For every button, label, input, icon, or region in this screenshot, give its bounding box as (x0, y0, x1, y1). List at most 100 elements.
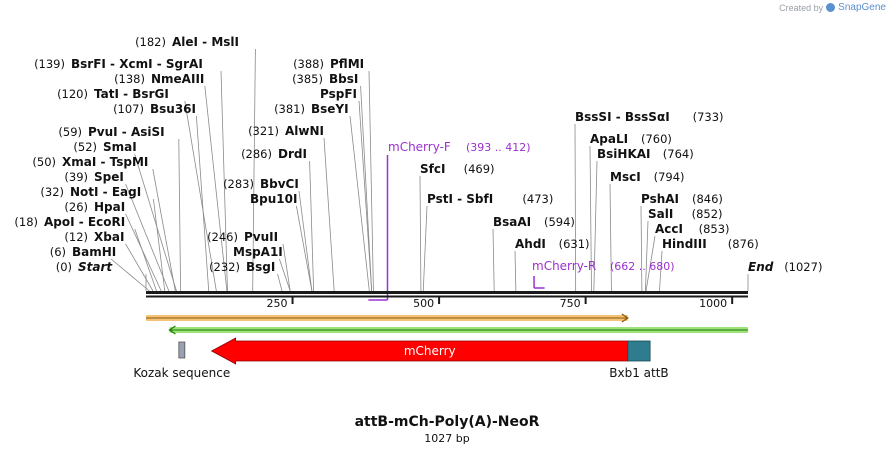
enzyme-position: (794) (654, 170, 685, 184)
enzyme-name: PvuI - AsiSI (88, 125, 165, 139)
enzyme-name: MscI (610, 170, 641, 184)
enzyme-site: (12) XbaI (64, 230, 124, 244)
enzyme-name: AlwNI (285, 124, 324, 138)
orf (168, 325, 749, 335)
cut-line (368, 70, 374, 292)
enzyme-name: NmeAIII (151, 72, 204, 86)
enzyme-position: (232) (209, 260, 240, 274)
cut-line (659, 250, 663, 292)
enzyme-position: (50) (32, 155, 56, 169)
primer-range: (662 .. 680) (610, 260, 675, 273)
feature-label: Kozak sequence (133, 366, 230, 380)
primer: mCherry-F (393 .. 412) (368, 140, 531, 301)
enzyme-site: (52) SmaI (73, 140, 136, 154)
enzyme-name: AleI - MslI (172, 35, 239, 49)
enzyme-site: (39) SpeI (64, 170, 123, 184)
enzyme-position: (138) (114, 72, 145, 86)
kozak-box (178, 341, 186, 359)
enzyme-name: BbsI (329, 72, 358, 86)
enzyme-position: (139) (34, 57, 65, 71)
enzyme-name: End (748, 260, 774, 274)
enzyme-site: (381) BseYI (274, 102, 349, 116)
enzyme-position: (388) (293, 57, 324, 71)
cut-line (184, 100, 217, 292)
enzyme-position: (321) (248, 124, 279, 138)
enzyme-name: HpaI (94, 200, 125, 214)
cut-line (204, 85, 228, 292)
enzyme-name: AccI (655, 222, 683, 236)
enzyme-name: BsgI (246, 260, 275, 274)
enzyme-position: (381) (274, 102, 305, 116)
enzyme-site: End (1027) (748, 260, 822, 274)
enzyme-name: Bsu36I (150, 102, 196, 116)
enzyme-position: (39) (64, 170, 88, 184)
enzyme-site: (120) TatI - BsrGI (57, 87, 169, 101)
feature: Kozak sequence (133, 341, 230, 380)
enzyme-name: Bpu10I (250, 192, 297, 206)
cut-line (609, 183, 612, 292)
enzyme-name: BsiHKAI (597, 147, 651, 161)
enzyme-site: (18) ApoI - EcoRI (14, 215, 125, 229)
credit-brand: SnapGene (838, 2, 886, 13)
enzyme-position: (246) (207, 230, 238, 244)
enzyme-site: (321) AlwNI (248, 124, 324, 138)
feature-label: Bxb1 attB (609, 366, 668, 380)
enzyme-position: (846) (692, 192, 723, 206)
enzyme-site: (139) BsrFI - XcmI - SgrAI (34, 57, 203, 71)
cut-line (360, 85, 373, 292)
enzyme-site: (6) BamHI (50, 245, 117, 259)
cut-line (589, 145, 592, 292)
enzyme-name: BbvCI (260, 177, 299, 191)
enzyme-name: MspA1I (233, 245, 283, 259)
enzyme-name: TatI - BsrGI (94, 87, 169, 101)
enzyme-position: (876) (728, 237, 759, 251)
cut-line (296, 205, 313, 292)
enzyme-name: SpeI (94, 170, 124, 184)
enzyme-site: (246) PvuII (207, 230, 278, 244)
enzyme-site: (59) PvuI - AsiSI (58, 125, 164, 139)
enzyme-name: PstI - SbfI (427, 192, 493, 206)
ruler-label: 500 (413, 297, 434, 310)
enzyme-position: (59) (58, 125, 82, 139)
enzyme-name: XbaI (94, 230, 124, 244)
cut-line (309, 160, 315, 292)
enzyme-position: (32) (40, 185, 64, 199)
cut-line (645, 235, 656, 292)
enzyme-site: AhdI (631) (515, 237, 590, 251)
enzyme-site: BsaAI (594) (493, 215, 575, 229)
enzyme-position: (385) (292, 72, 323, 86)
enzyme-position: (0) (56, 260, 72, 274)
enzyme-site: ApaLI (760) (590, 132, 672, 146)
enzyme-position: (852) (692, 207, 723, 221)
cut-line (574, 123, 577, 292)
feature-label: mCherry (404, 344, 456, 358)
primer: mCherry-R (662 .. 680) (532, 259, 675, 289)
enzyme-site: PspFI (320, 87, 357, 101)
enzyme-name: NotI - EagI (70, 185, 141, 199)
enzyme-position: (107) (113, 102, 144, 116)
enzyme-site: MspA1I (233, 245, 283, 259)
enzyme-site: (50) XmaI - TspMI (32, 155, 148, 169)
enzyme-name: BssSI - BssSαI (575, 110, 670, 124)
enzyme-site: SalI (852) (648, 207, 723, 221)
cut-line (298, 190, 313, 292)
enzyme-site: BsiHKAI (764) (597, 147, 694, 161)
primer-name: mCherry-F (388, 140, 451, 154)
enzyme-name: HindIII (662, 237, 707, 251)
enzyme-site: (0) Start (56, 260, 114, 274)
primer-name: mCherry-R (532, 259, 596, 273)
enzyme-name: DrdI (278, 147, 307, 161)
enzyme-name: BamHI (72, 245, 116, 259)
cut-line (349, 115, 370, 292)
feature: Bxb1 attB (609, 340, 669, 380)
cut-line (252, 48, 256, 292)
attb-box (627, 340, 651, 362)
enzyme-site: (182) AleI - MslI (135, 35, 239, 49)
enzyme-position: (286) (241, 147, 272, 161)
orf-arrowhead (168, 325, 176, 335)
cut-line (178, 138, 181, 292)
enzyme-position: (469) (464, 162, 495, 176)
enzyme-name: PflMI (330, 57, 364, 71)
cut-line (134, 228, 157, 292)
orfs (146, 313, 749, 335)
